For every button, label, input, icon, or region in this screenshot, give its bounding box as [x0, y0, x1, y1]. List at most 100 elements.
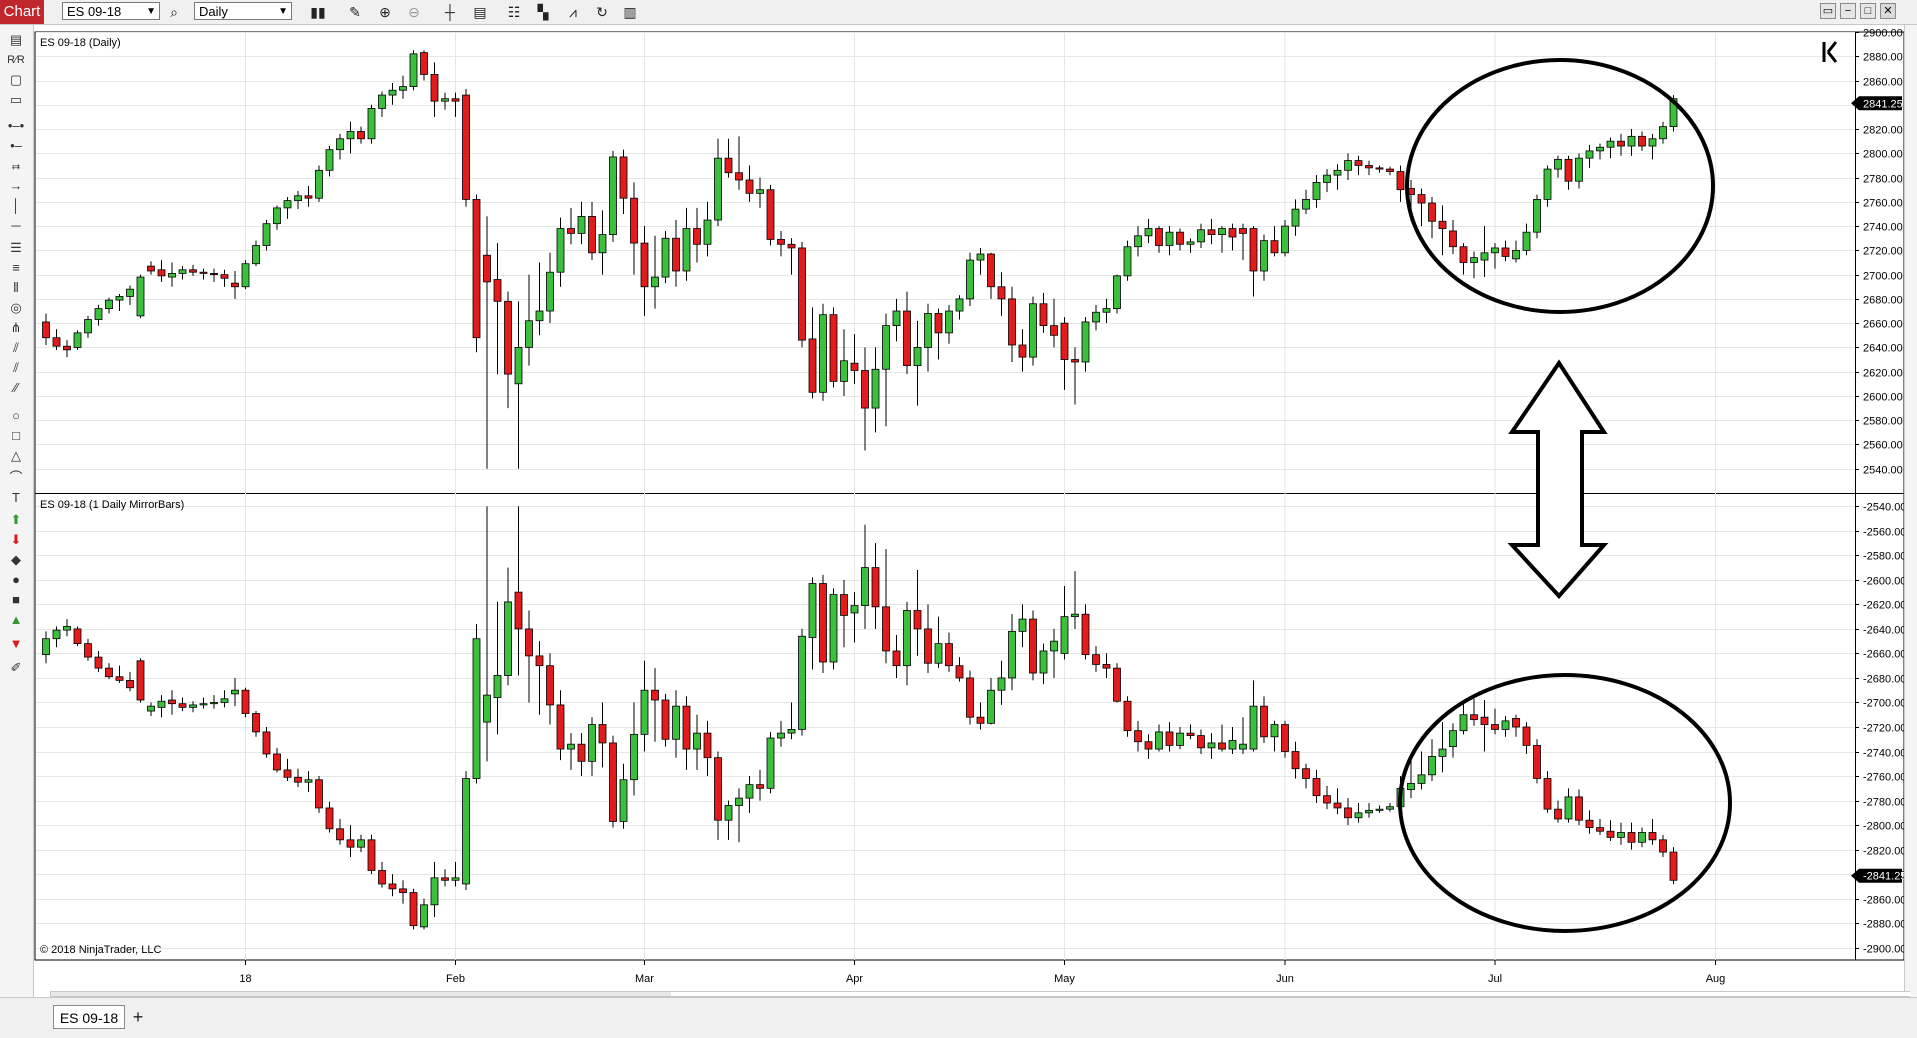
- fib-circle-icon[interactable]: ◎: [10, 300, 22, 315]
- candle-body: [987, 253, 995, 288]
- candle-body: [399, 888, 407, 893]
- candle-body: [1491, 724, 1499, 730]
- ellipse-icon[interactable]: ○: [12, 408, 20, 423]
- x-tick-label: Mar: [635, 973, 654, 985]
- candle-body: [1176, 231, 1184, 245]
- line-icon[interactable]: •–•: [7, 118, 25, 133]
- instrument-tab[interactable]: ES 09-18: [53, 1005, 125, 1029]
- ruler-icon[interactable]: ▤: [9, 32, 23, 47]
- pencil-icon[interactable]: ✎: [349, 4, 361, 20]
- indicators-icon[interactable]: ⩘: [569, 4, 577, 20]
- candle-body: [189, 704, 197, 708]
- region-icon[interactable]: ▢: [9, 72, 23, 87]
- search-icon[interactable]: ⌕: [170, 4, 178, 20]
- candle-body: [1617, 140, 1625, 147]
- close-icon[interactable]: ✕: [1880, 3, 1896, 19]
- zoom-in-icon[interactable]: ⊕: [379, 4, 391, 20]
- chart-window-tab[interactable]: Chart: [0, 0, 44, 24]
- add-tab-button[interactable]: +: [132, 1007, 144, 1027]
- x-tick-label: Apr: [846, 973, 863, 985]
- candle-body: [934, 643, 943, 664]
- marker-icon[interactable]: ✐: [10, 660, 22, 675]
- candle-body: [504, 300, 512, 375]
- maximize-icon[interactable]: □: [1860, 3, 1876, 19]
- region-highlight-icon[interactable]: ▭: [9, 92, 23, 107]
- candle-body: [346, 839, 355, 848]
- candle-body: [1029, 618, 1037, 674]
- vertical-line-icon[interactable]: │: [11, 198, 21, 213]
- period-selector[interactable]: Daily ▼: [194, 2, 292, 20]
- y-tick-label: 2720.00: [1863, 246, 1903, 258]
- candle-body: [1165, 731, 1174, 746]
- candle-body: [661, 237, 670, 278]
- split-icon[interactable]: ▥: [623, 4, 637, 20]
- candle-body: [850, 362, 859, 371]
- scrollbar-thumb[interactable]: [671, 992, 1911, 996]
- triangle-down-icon[interactable]: ▼: [9, 636, 23, 651]
- gann-fan-icon[interactable]: ⫽: [13, 340, 19, 355]
- triangle-up-icon[interactable]: ▲: [9, 612, 23, 627]
- candle-body: [693, 732, 701, 750]
- square-icon[interactable]: ■: [12, 592, 20, 607]
- candle-body: [1060, 616, 1069, 654]
- arc-icon[interactable]: ⌒: [9, 470, 23, 485]
- arrow-up-icon[interactable]: ⬆: [10, 512, 22, 527]
- candle-body: [483, 694, 491, 723]
- candle-body: [504, 601, 512, 676]
- candle-body: [1564, 158, 1573, 182]
- candle-body: [1312, 778, 1321, 797]
- arrow-down-icon[interactable]: ⬇: [10, 532, 22, 547]
- candle-body: [819, 314, 827, 393]
- triangle-icon[interactable]: △: [11, 448, 21, 463]
- fib-time-icon[interactable]: ⦀: [13, 280, 19, 295]
- candle-body: [556, 228, 565, 273]
- candle-body: [1648, 832, 1657, 841]
- y-tick-label: 2580.00: [1863, 416, 1903, 428]
- strategies-icon[interactable]: ▚: [537, 4, 549, 20]
- diamond-icon[interactable]: ◆: [11, 552, 21, 567]
- candle-body: [1564, 796, 1573, 820]
- chart-surface[interactable]: 2900.002880.002860.002840.002820.002800.…: [0, 0, 1917, 997]
- zoom-out-icon[interactable]: ⊖: [408, 4, 420, 20]
- candle-body: [1312, 182, 1321, 200]
- window-button-1[interactable]: ▭: [1820, 3, 1836, 19]
- candle-body: [1218, 228, 1226, 235]
- candle-body: [1008, 630, 1016, 679]
- dot-icon[interactable]: ●: [12, 572, 20, 587]
- minimize-icon[interactable]: −: [1840, 3, 1856, 19]
- fib-extension-icon[interactable]: ≡: [12, 260, 20, 275]
- bar-type-icon[interactable]: ▮▮: [310, 4, 326, 20]
- fib-retracement-icon[interactable]: ☰: [10, 240, 22, 255]
- refresh-icon[interactable]: ↻: [596, 4, 608, 20]
- last-price-label: -2841.25: [1863, 871, 1906, 883]
- candle-body: [220, 698, 229, 703]
- arrow-line-icon[interactable]: →: [9, 178, 23, 193]
- extended-line-icon[interactable]: ↔: [9, 158, 23, 173]
- regression-channel-icon[interactable]: ⫽: [13, 360, 19, 375]
- drawing-tools-panel: ▤ R⁄R ▢ ▭ •–• •–→ ↔ → │ ─ ☰ ≡ ⦀ ◎ ⋔ ⫽ ⫽ …: [0, 25, 34, 997]
- instrument-selector[interactable]: ES 09-18 ▼: [62, 2, 160, 20]
- data-box-icon[interactable]: ▤: [473, 4, 487, 20]
- candle-body: [42, 321, 50, 339]
- horizontal-line-icon[interactable]: ─: [11, 218, 21, 233]
- candle-body: [1585, 150, 1594, 159]
- risk-reward-icon[interactable]: R⁄R: [7, 54, 25, 66]
- candle-body: [1144, 741, 1153, 750]
- trend-channel-icon[interactable]: ⁄⁄: [13, 380, 19, 395]
- properties-icon[interactable]: ☷: [507, 4, 521, 20]
- crosshair-icon[interactable]: ┼: [445, 4, 455, 20]
- y-tick-label: -2800.00: [1863, 821, 1906, 833]
- ray-icon[interactable]: •–→: [9, 138, 23, 171]
- y-tick-label: -2700.00: [1863, 698, 1906, 710]
- candle-body: [1018, 618, 1027, 632]
- candle-body: [1501, 720, 1510, 730]
- text-icon[interactable]: T: [12, 490, 20, 505]
- candle-body: [1428, 202, 1436, 222]
- candle-body: [598, 234, 607, 254]
- candle-body: [1533, 199, 1541, 233]
- candle-body: [1606, 830, 1615, 838]
- andrews-pitchfork-icon[interactable]: ⋔: [10, 320, 22, 335]
- rectangle-icon[interactable]: □: [12, 428, 20, 443]
- time-scrollbar[interactable]: [50, 991, 1911, 997]
- candle-body: [378, 94, 386, 109]
